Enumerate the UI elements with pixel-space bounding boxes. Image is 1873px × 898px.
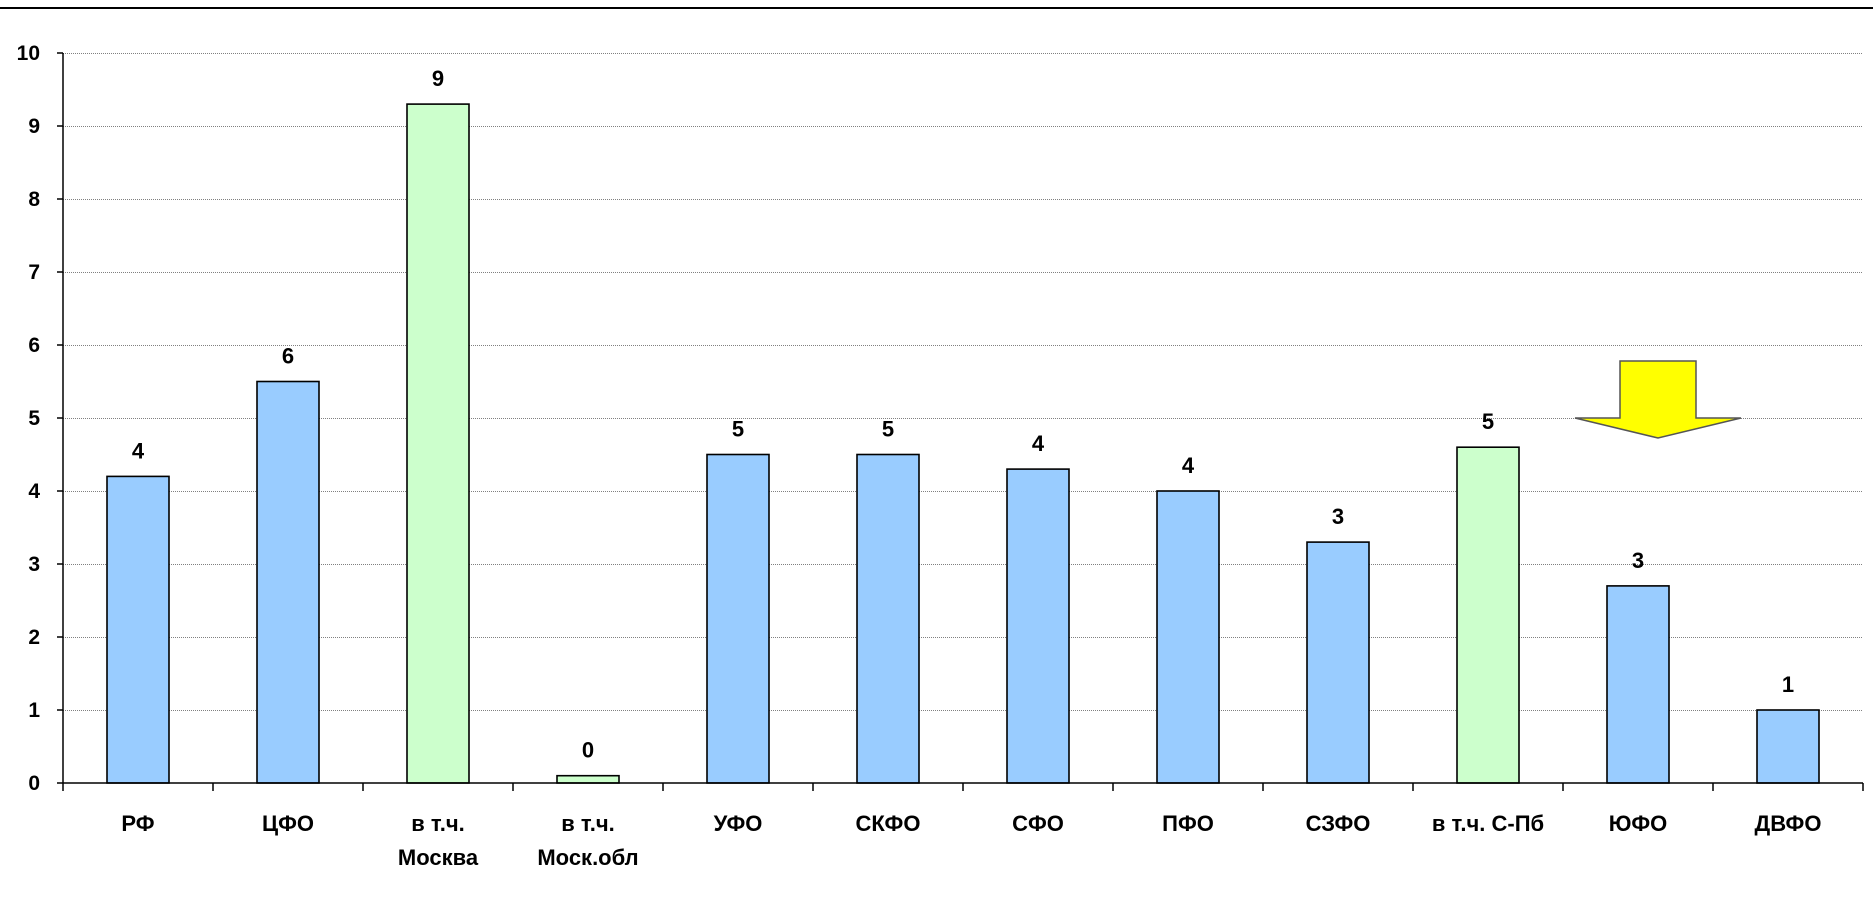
data-label: 6 — [282, 344, 294, 369]
gridlines — [63, 53, 1863, 711]
x-tick-label-line: ПФО — [1162, 811, 1214, 836]
bar-11 — [1756, 709, 1820, 784]
x-tick-label-line: в т.ч. — [561, 811, 614, 836]
bar-8 — [1306, 541, 1370, 784]
x-tick-label-line: СФО — [1012, 811, 1064, 836]
y-tick-label: 4 — [28, 480, 40, 503]
x-tick-label-line: УФО — [714, 811, 763, 836]
bar-9 — [1456, 446, 1520, 784]
x-tick-label: в т.ч. Москва — [398, 811, 479, 870]
data-label: 9 — [432, 66, 444, 91]
y-tick-label: 0 — [28, 772, 40, 795]
x-tick-label-line: в т.ч. — [411, 811, 464, 836]
data-labels: 4 6 9 0 5 5 4 4 3 5 3 1 — [132, 66, 1794, 763]
data-label: 3 — [1632, 548, 1644, 573]
y-tick-label: 3 — [28, 553, 40, 576]
y-tick-label: 1 — [28, 699, 40, 722]
y-tick-label: 7 — [28, 261, 40, 284]
annotation — [1574, 360, 1742, 439]
bar-2 — [406, 103, 470, 784]
bar-7 — [1156, 490, 1220, 784]
bar-0 — [106, 475, 170, 784]
x-tick-label: ЮФО — [1609, 811, 1668, 836]
bars — [106, 103, 1820, 784]
down-arrow-icon — [1574, 360, 1742, 439]
x-tick-label-line: СЗФО — [1306, 811, 1371, 836]
data-label: 3 — [1332, 504, 1344, 529]
data-label: 1 — [1782, 672, 1794, 697]
x-tick-label: ПФО — [1162, 811, 1214, 836]
data-label: 4 — [1182, 453, 1195, 478]
x-tick-label: в т.ч. Моск.обл — [537, 811, 638, 870]
x-tick-label: РФ — [121, 811, 154, 836]
data-label: 4 — [132, 438, 145, 463]
x-tick-label: в т.ч. С-Пб — [1432, 811, 1544, 836]
bar-10 — [1606, 585, 1670, 784]
y-tick-label: 2 — [28, 626, 40, 649]
data-label: 5 — [732, 417, 744, 442]
x-tick-label-line: Моск.обл — [537, 845, 638, 870]
x-tick-label: СФО — [1012, 811, 1064, 836]
y-tick-label: 8 — [28, 188, 40, 211]
x-tick-label: ДВФО — [1755, 811, 1822, 836]
x-tick-label: ЦФО — [262, 811, 314, 836]
bar-5 — [856, 453, 920, 784]
y-tick-label: 5 — [28, 407, 40, 430]
y-tick-label: 9 — [28, 115, 40, 138]
data-label: 4 — [1032, 431, 1045, 456]
y-axis-tick-labels: 0 1 2 3 4 5 6 7 8 9 10 — [17, 42, 41, 795]
y-tick-label: 6 — [28, 334, 40, 357]
x-tick-label-line: Москва — [398, 845, 479, 870]
bar-3 — [556, 774, 620, 784]
x-tick-label-line: в т.ч. С-Пб — [1432, 811, 1544, 836]
x-tick-label-line: ДВФО — [1755, 811, 1822, 836]
bar-6 — [1006, 468, 1070, 784]
bar-4 — [706, 453, 770, 784]
data-label: 5 — [1482, 409, 1494, 434]
x-tick-label-line: РФ — [121, 811, 154, 836]
axes — [57, 52, 1864, 791]
x-axis-tick-labels: РФ ЦФО в т.ч. Москва в т.ч. Моск.обл УФО СКФО СФ… — [121, 811, 1821, 870]
data-label: 5 — [882, 417, 894, 442]
bar-1 — [256, 380, 320, 784]
x-tick-label: СКФО — [856, 811, 921, 836]
data-label: 0 — [582, 738, 594, 763]
y-tick-label: 10 — [17, 42, 40, 65]
x-tick-label: СЗФО — [1306, 811, 1371, 836]
x-tick-label-line: ЦФО — [262, 811, 314, 836]
x-tick-label-line: ЮФО — [1609, 811, 1668, 836]
x-tick-label-line: СКФО — [856, 811, 921, 836]
x-tick-label: УФО — [714, 811, 763, 836]
